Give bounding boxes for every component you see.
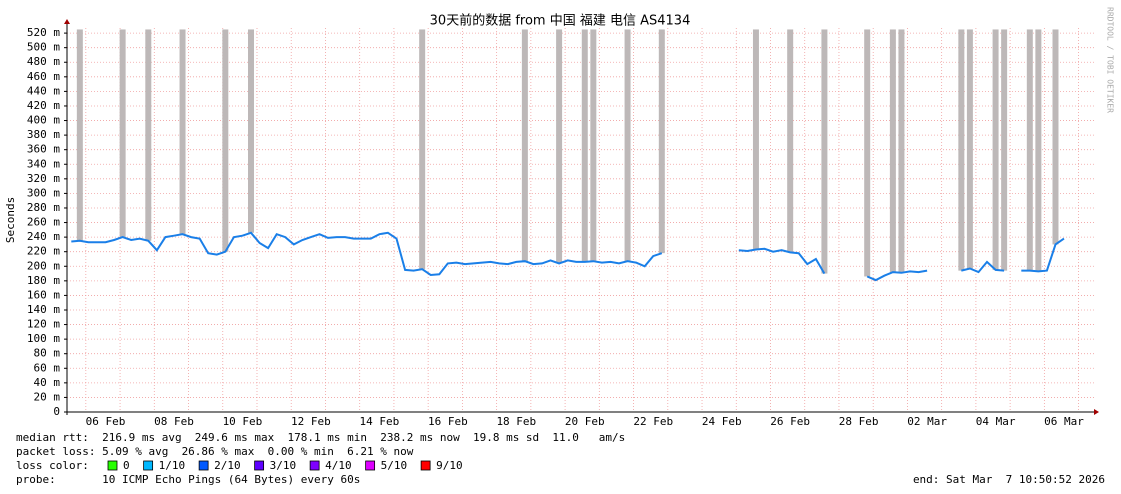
x-tick-label: 12 Feb: [291, 415, 331, 428]
loss-label: loss color:: [16, 459, 89, 472]
y-tick-label: 300 m: [27, 186, 60, 199]
credit: RRDTOOL / TOBI OETIKER: [1106, 7, 1115, 113]
y-tick-label: 240 m: [27, 230, 60, 243]
y-tick-label: 0: [53, 405, 60, 418]
loss-swatch: [365, 460, 376, 471]
x-tick-label: 22 Feb: [633, 415, 673, 428]
smoke: [898, 29, 905, 273]
y-tick-label: 280 m: [27, 201, 60, 214]
probe: probe: 10 ICMP Echo Pings (64 Bytes) eve…: [16, 473, 360, 486]
y-tick-label: 500 m: [27, 41, 60, 54]
smoke: [590, 29, 597, 262]
smoke: [179, 29, 186, 235]
loss-swatch: [254, 460, 265, 471]
smoke: [658, 29, 665, 254]
smoke: [556, 29, 563, 264]
loss-swatch-label: 4/10: [325, 459, 352, 472]
y-tick-label: 80 m: [34, 347, 61, 360]
loss-swatch-label: 3/10: [270, 459, 297, 472]
stats-line: median rtt: 216.9 ms avg 249.6 ms max 17…: [16, 431, 625, 444]
y-tick-label: 340 m: [27, 157, 60, 170]
x-tick-label: 14 Feb: [360, 415, 400, 428]
x-tick-label: 02 Mar: [907, 415, 947, 428]
smoke: [1001, 29, 1008, 271]
y-axis-label: Seconds: [4, 197, 17, 243]
smoke: [992, 29, 999, 270]
smoke: [787, 29, 794, 253]
smoke: [864, 29, 871, 277]
x-tick-label: 04 Mar: [976, 415, 1016, 428]
x-tick-label: 08 Feb: [154, 415, 194, 428]
y-tick-label: 480 m: [27, 55, 60, 68]
smoke: [958, 29, 965, 271]
x-tick-label: 20 Feb: [565, 415, 605, 428]
smoke: [1026, 29, 1033, 271]
smoke: [581, 29, 588, 262]
y-tick-label: 100 m: [27, 332, 60, 345]
y-tick-label: 40 m: [34, 376, 61, 389]
y-tick-label: 60 m: [34, 361, 61, 374]
loss-swatch-label: 5/10: [381, 459, 408, 472]
y-tick-label: 360 m: [27, 143, 60, 156]
x-tick-label: 16 Feb: [428, 415, 468, 428]
smoke: [248, 29, 254, 233]
chart-title: 30天前的数据 from 中国 福建 电信 AS4134: [430, 13, 691, 29]
y-tick-label: 420 m: [27, 99, 60, 112]
loss-swatch-label: 2/10: [214, 459, 241, 472]
smoke: [419, 29, 426, 270]
smoke: [966, 29, 973, 269]
y-tick-label: 200 m: [27, 259, 60, 272]
y-tick-label: 180 m: [27, 274, 60, 287]
x-tick-label: 28 Feb: [839, 415, 879, 428]
x-tick-label: 18 Feb: [496, 415, 536, 428]
smoke: [752, 29, 759, 250]
loss-swatch-label: 1/10: [159, 459, 186, 472]
y-tick-label: 120 m: [27, 318, 60, 331]
stats-line: packet loss: 5.09 % avg 26.86 % max 0.00…: [16, 445, 414, 458]
smoke: [521, 29, 528, 262]
y-tick-label: 20 m: [34, 390, 61, 403]
x-tick-label: 26 Feb: [770, 415, 810, 428]
x-tick-label: 10 Feb: [223, 415, 263, 428]
x-tick-label: 06 Feb: [86, 415, 126, 428]
y-tick-label: 380 m: [27, 128, 60, 141]
smoke: [1052, 29, 1059, 245]
smoke: [76, 29, 83, 241]
loss-swatch: [420, 460, 431, 471]
x-tick-label: 24 Feb: [702, 415, 742, 428]
y-arrow: [64, 19, 70, 24]
smoke: [624, 29, 631, 262]
end-time: end: Sat Mar 7 10:50:52 2026: [913, 473, 1105, 486]
smoke: [119, 29, 126, 238]
smoke: [222, 29, 229, 252]
smoke: [889, 29, 896, 273]
x-arrow: [1094, 409, 1099, 415]
smoke: [145, 29, 152, 241]
loss-swatch-label: 0: [123, 459, 130, 472]
y-tick-label: 140 m: [27, 303, 60, 316]
y-tick-label: 520 m: [27, 26, 60, 39]
loss-swatch: [198, 460, 209, 471]
y-tick-label: 260 m: [27, 216, 60, 229]
y-tick-label: 320 m: [27, 172, 60, 185]
loss-swatch: [107, 460, 118, 471]
x-tick-label: 06 Mar: [1044, 415, 1084, 428]
y-tick-label: 440 m: [27, 84, 60, 97]
loss-swatch-label: 9/10: [436, 459, 463, 472]
median-line: [71, 231, 1065, 282]
loss-swatch: [309, 460, 320, 471]
y-tick-label: 220 m: [27, 245, 60, 258]
smoke: [821, 29, 828, 274]
smoke: [1035, 29, 1042, 272]
y-tick-label: 400 m: [27, 114, 60, 127]
y-tick-label: 160 m: [27, 288, 60, 301]
y-tick-label: 460 m: [27, 70, 60, 83]
loss-swatch: [143, 460, 154, 471]
